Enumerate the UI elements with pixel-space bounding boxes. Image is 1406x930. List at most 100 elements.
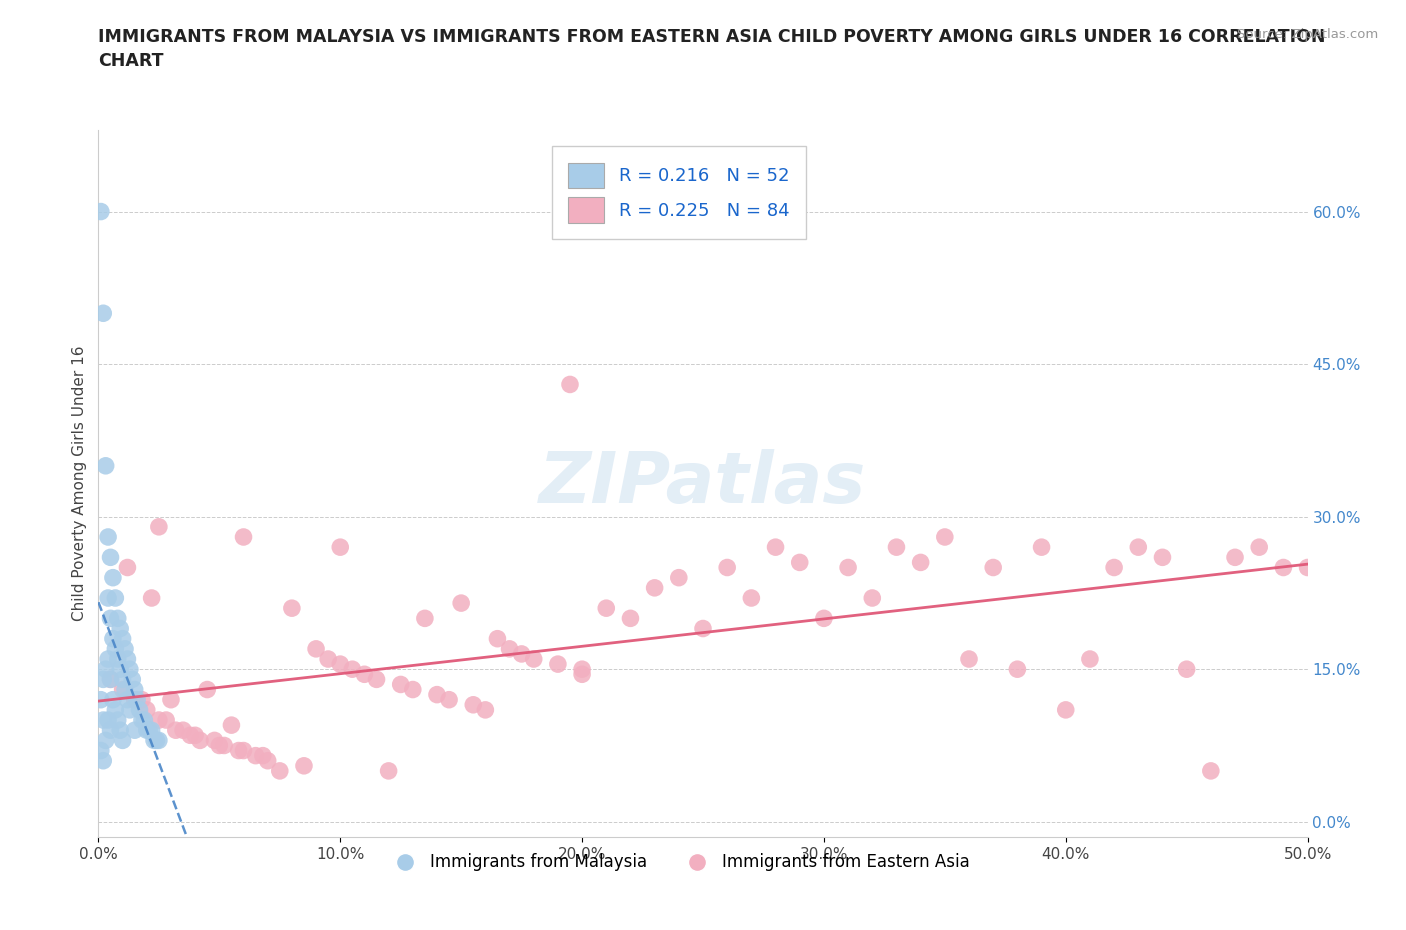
Point — [402, 682, 425, 697]
Point — [107, 712, 129, 727]
Point — [91, 753, 114, 768]
Point — [221, 718, 243, 733]
Point — [934, 529, 956, 544]
Point — [837, 560, 859, 575]
Point — [1054, 702, 1077, 717]
Point — [90, 204, 112, 219]
Point — [342, 662, 364, 677]
Point — [101, 570, 124, 585]
Point — [208, 738, 231, 753]
Point — [148, 733, 170, 748]
Point — [97, 529, 120, 544]
Point — [232, 529, 254, 544]
Legend: Immigrants from Malaysia, Immigrants from Eastern Asia: Immigrants from Malaysia, Immigrants fro… — [381, 847, 976, 878]
Point — [108, 723, 131, 737]
Point — [245, 749, 267, 764]
Point — [141, 591, 163, 605]
Point — [329, 657, 352, 671]
Point — [281, 601, 304, 616]
Point — [90, 692, 112, 707]
Point — [117, 560, 139, 575]
Point — [124, 723, 146, 737]
Point — [172, 723, 194, 737]
Point — [108, 662, 131, 677]
Point — [91, 306, 114, 321]
Point — [619, 611, 641, 626]
Point — [138, 723, 160, 737]
Point — [463, 698, 485, 712]
Point — [1007, 662, 1029, 677]
Point — [860, 591, 883, 605]
Point — [981, 560, 1004, 575]
Point — [148, 712, 170, 727]
Point — [426, 687, 449, 702]
Point — [1199, 764, 1222, 778]
Point — [100, 723, 122, 737]
Point — [740, 591, 762, 605]
Point — [256, 753, 278, 768]
Point — [1128, 539, 1150, 554]
Point — [148, 519, 170, 534]
Point — [765, 539, 787, 554]
Point — [143, 733, 166, 748]
Point — [389, 677, 412, 692]
Point — [100, 672, 122, 687]
Point — [910, 555, 932, 570]
Point — [124, 692, 146, 707]
Point — [329, 539, 352, 554]
Point — [228, 743, 250, 758]
Point — [413, 611, 436, 626]
Point — [121, 672, 143, 687]
Point — [111, 631, 134, 646]
Point — [366, 672, 388, 687]
Point — [111, 672, 134, 687]
Point — [135, 702, 157, 717]
Point — [486, 631, 509, 646]
Point — [474, 702, 496, 717]
Point — [107, 652, 129, 667]
Point — [716, 560, 738, 575]
Point — [184, 728, 207, 743]
Point — [195, 682, 218, 697]
Point — [1296, 560, 1319, 575]
Point — [94, 662, 117, 677]
Text: Source: ZipAtlas.com: Source: ZipAtlas.com — [1237, 28, 1378, 41]
Text: IMMIGRANTS FROM MALAYSIA VS IMMIGRANTS FROM EASTERN ASIA CHILD POVERTY AMONG GIR: IMMIGRANTS FROM MALAYSIA VS IMMIGRANTS F… — [98, 28, 1326, 70]
Point — [668, 570, 690, 585]
Point — [104, 642, 127, 657]
Point — [131, 692, 153, 707]
Point — [100, 550, 122, 565]
Point — [91, 672, 114, 687]
Point — [353, 667, 375, 682]
Point — [886, 539, 908, 554]
Point — [128, 702, 150, 717]
Point — [232, 743, 254, 758]
Y-axis label: Child Poverty Among Girls Under 16: Child Poverty Among Girls Under 16 — [72, 346, 87, 621]
Point — [269, 764, 291, 778]
Point — [135, 723, 157, 737]
Point — [97, 591, 120, 605]
Point — [141, 723, 163, 737]
Point — [90, 743, 112, 758]
Point — [97, 652, 120, 667]
Point — [595, 601, 617, 616]
Point — [114, 642, 136, 657]
Point — [644, 580, 666, 595]
Point — [188, 733, 211, 748]
Point — [118, 662, 141, 677]
Point — [94, 733, 117, 748]
Point — [111, 682, 134, 697]
Point — [450, 595, 472, 610]
Point — [437, 692, 460, 707]
Point — [101, 692, 124, 707]
Point — [94, 458, 117, 473]
Point — [212, 738, 235, 753]
Point — [204, 733, 226, 748]
Point — [1223, 550, 1246, 565]
Point — [571, 662, 593, 677]
Point — [571, 667, 593, 682]
Point — [107, 611, 129, 626]
Point — [292, 758, 315, 773]
Point — [101, 631, 124, 646]
Point — [134, 712, 156, 727]
